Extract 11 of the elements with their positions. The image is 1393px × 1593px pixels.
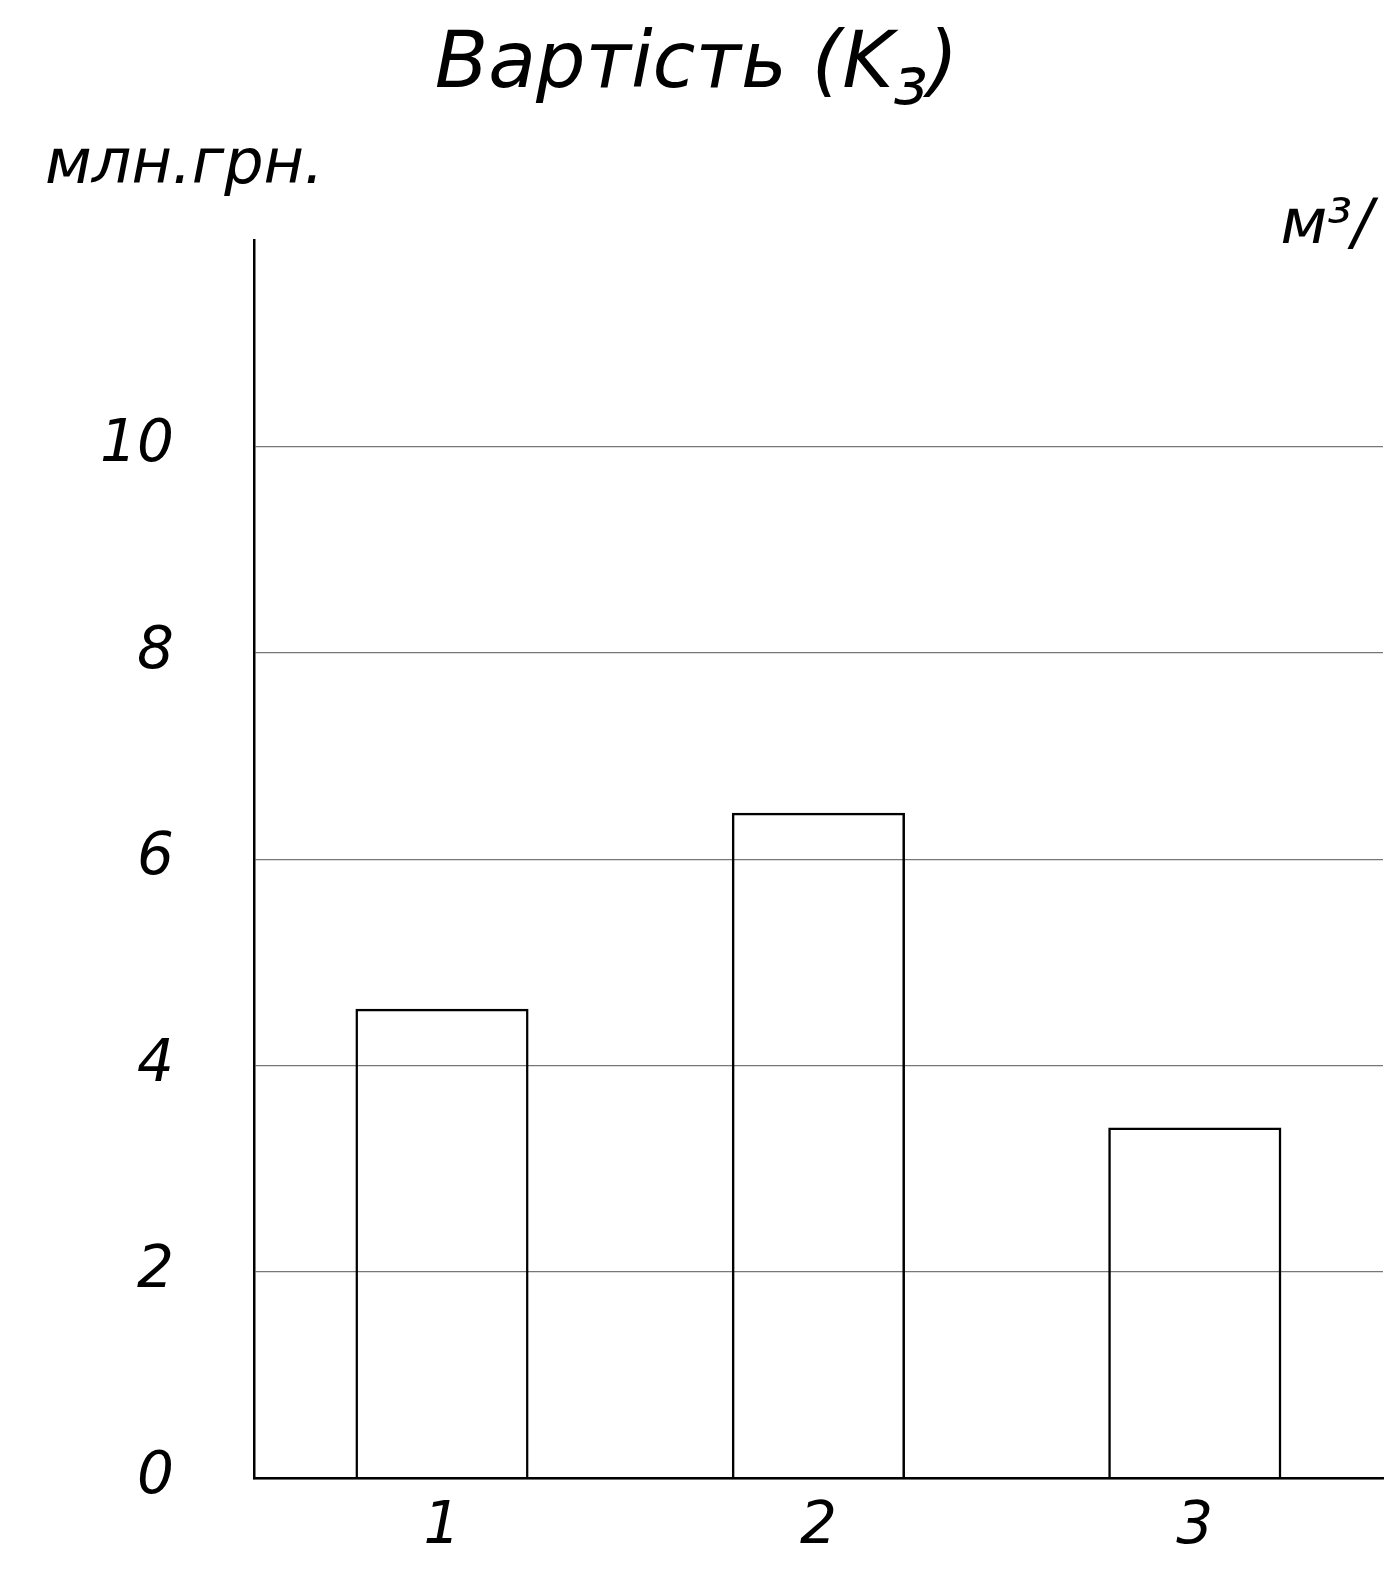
y-tick-label: 0 (136, 1439, 174, 1508)
y-tick-label: 8 (136, 613, 174, 682)
chart-title: Вартість (K$_{з}$) (433, 15, 960, 119)
y-tick-label: 2 (136, 1232, 174, 1301)
x-tick-label: 3 (1176, 1489, 1214, 1558)
x-tick-label: 1 (423, 1489, 461, 1558)
y-tick-label: 10 (99, 407, 174, 476)
y-axis-title: млн.грн. (45, 125, 324, 198)
y-tick-label: 4 (136, 1026, 174, 1095)
x-tick-label: 2 (799, 1489, 837, 1558)
y-tick-label: 6 (136, 820, 174, 889)
